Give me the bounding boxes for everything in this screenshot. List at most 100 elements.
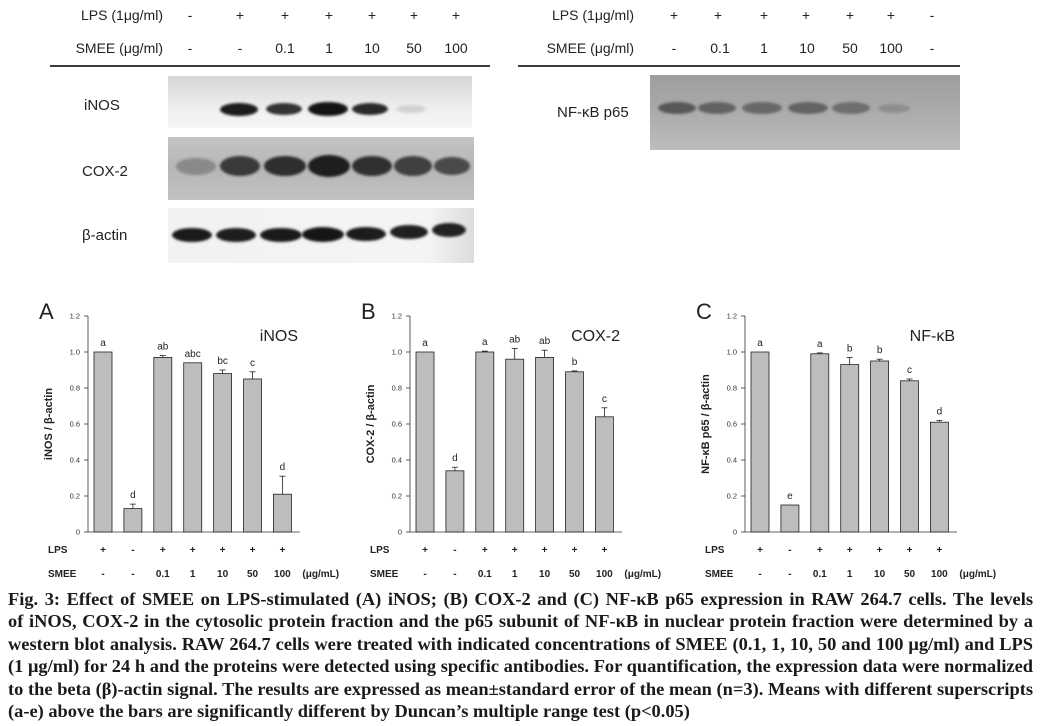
chart-title: COX-2 xyxy=(571,328,620,345)
panel-letter: C xyxy=(696,299,712,324)
significance-letter: a xyxy=(482,337,488,348)
y-tick-label: 1.0 xyxy=(392,348,402,357)
bar xyxy=(183,362,203,533)
treatment-value: - xyxy=(788,569,791,580)
significance-letter: d xyxy=(937,406,943,417)
blot-band xyxy=(176,158,216,175)
bar xyxy=(272,493,292,533)
lps-value: + xyxy=(324,7,334,23)
treatment-value: 50 xyxy=(247,569,259,580)
blot-band xyxy=(308,102,348,116)
blot-band xyxy=(352,103,388,115)
treatment-value: + xyxy=(847,545,853,556)
blot-band xyxy=(302,227,344,242)
y-tick-label: 0.2 xyxy=(392,492,402,501)
treatment-value: 100 xyxy=(274,569,291,580)
treatment-value: 50 xyxy=(569,569,581,580)
band-label-cox2: COX-2 xyxy=(82,163,128,180)
caption-line: (1 μg/ml) for 24 h and the proteins were… xyxy=(8,656,1033,677)
lps-label: LPS (1μg/ml) xyxy=(81,7,163,23)
bar xyxy=(565,371,584,533)
significance-letter: a xyxy=(422,338,428,349)
blot-band xyxy=(260,228,302,242)
caption-line: to the beta (β)-actin signal. The result… xyxy=(8,678,1033,699)
lps-value: + xyxy=(669,7,679,23)
blot-band xyxy=(220,103,258,116)
significance-letter: d xyxy=(452,453,458,464)
treatment-value: - xyxy=(453,569,456,580)
bar xyxy=(123,508,143,533)
y-tick-label: 0.6 xyxy=(70,420,80,429)
blot-band xyxy=(390,225,428,239)
band-label-inos: iNOS xyxy=(84,97,120,114)
blot-image-inos xyxy=(168,76,472,128)
blot-band xyxy=(172,228,212,242)
treatment-value: + xyxy=(160,545,166,556)
band-label-beta-actin: β-actin xyxy=(82,227,128,244)
smee-label: SMEE (μg/ml) xyxy=(75,40,163,56)
significance-letter: a xyxy=(757,338,763,349)
smee-value: - xyxy=(671,40,677,56)
y-tick-label: 0.6 xyxy=(392,420,402,429)
y-tick-label: 1.0 xyxy=(727,348,737,357)
caption-line: of iNOS, COX-2 in the cytosolic protein … xyxy=(8,611,1033,632)
lps-value: - xyxy=(929,7,935,23)
smee-value: - xyxy=(929,40,935,56)
lps-value: + xyxy=(235,7,245,23)
bar xyxy=(505,358,525,533)
significance-letter: b xyxy=(572,357,578,368)
treatment-value: - xyxy=(788,545,791,556)
treatment-value: + xyxy=(601,545,607,556)
blot-image-cox2 xyxy=(168,137,474,200)
treatment-value: - xyxy=(423,569,426,580)
y-tick-label: 0.2 xyxy=(70,492,80,501)
treatment-row-label: SMEE xyxy=(370,569,399,580)
treatment-value: + xyxy=(757,545,763,556)
significance-letter: b xyxy=(877,345,883,356)
treatment-row-label: LPS xyxy=(705,545,725,556)
smee-value: 10 xyxy=(364,40,380,56)
treatment-value: 1 xyxy=(190,569,196,580)
blot-band xyxy=(264,156,306,176)
bar xyxy=(750,351,770,533)
significance-letter: d xyxy=(130,490,136,501)
blot-band xyxy=(788,102,828,114)
treatment-value: - xyxy=(101,569,104,580)
smee-value: 0.1 xyxy=(275,40,295,56)
treatment-value: + xyxy=(907,545,913,556)
chart-b-cox2: B COX-2 COX-2 / β-actin 0 0.2 0.4 0.6 0.8 1.0 1.2… xyxy=(361,299,661,580)
y-tick-label: 0 xyxy=(76,528,80,537)
treatment-value: + xyxy=(250,545,256,556)
lps-value: + xyxy=(713,7,723,23)
y-axis-label: COX-2 / β-actin xyxy=(365,384,377,463)
y-axis-label: iNOS / β-actin xyxy=(43,388,55,460)
bar xyxy=(475,351,495,533)
treatment-row-label: SMEE xyxy=(48,569,77,580)
significance-letter: c xyxy=(602,394,607,405)
blot-image-nfkb-p65 xyxy=(650,75,960,150)
treatment-value: 50 xyxy=(904,569,916,580)
treatment-value: - xyxy=(758,569,761,580)
treatment-value: 0.1 xyxy=(478,569,492,580)
smee-value: 100 xyxy=(444,40,468,56)
blot-band xyxy=(220,156,260,176)
lps-value: + xyxy=(886,7,896,23)
y-tick-label: 0.8 xyxy=(392,384,402,393)
treatment-value: + xyxy=(190,545,196,556)
bar xyxy=(213,373,233,533)
treatment-value: 10 xyxy=(217,569,229,580)
lps-value: + xyxy=(451,7,461,23)
bar xyxy=(780,504,800,533)
header-divider xyxy=(50,65,490,67)
chart-c-nfkb: C NF-κB NF-κB p65 / β-actin 0 0.2 0.4 0.6 0.8 1.… xyxy=(696,299,996,580)
treatment-row-label: LPS xyxy=(48,545,68,556)
bar xyxy=(900,380,919,533)
significance-letter: ab xyxy=(539,336,551,347)
blot-band xyxy=(434,157,470,175)
y-tick-label: 0.8 xyxy=(70,384,80,393)
lps-label: LPS (1μg/ml) xyxy=(552,7,634,23)
y-tick-label: 0.6 xyxy=(727,420,737,429)
significance-letter: ab xyxy=(157,342,169,353)
lps-value: - xyxy=(187,7,193,23)
